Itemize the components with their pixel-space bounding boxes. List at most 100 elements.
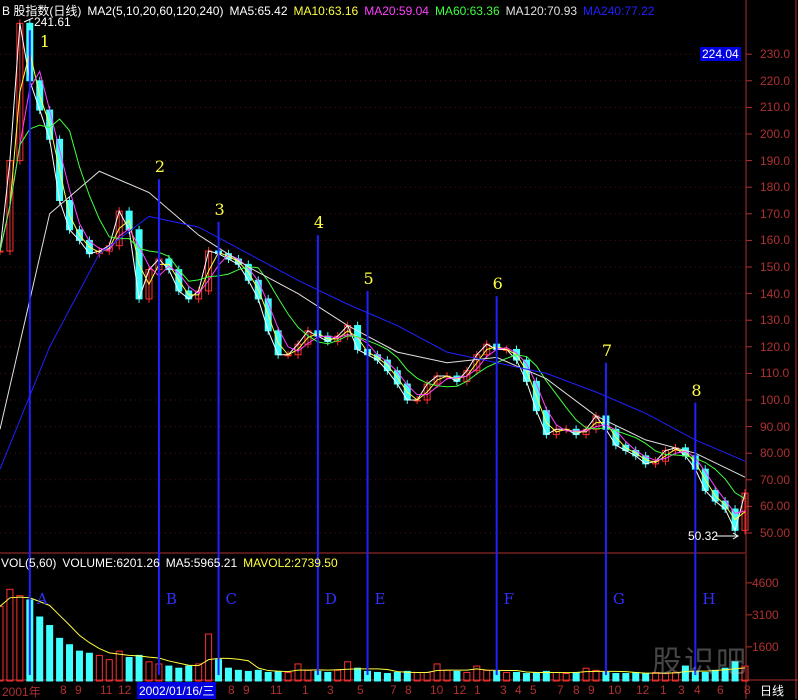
x-tick-label: 8 xyxy=(573,683,580,697)
volume-bar xyxy=(85,652,93,682)
x-tick-label: 10 xyxy=(608,683,622,697)
marker-number: 1 xyxy=(39,32,50,51)
y-tick-label: 90.00 xyxy=(760,419,791,434)
volume-bar xyxy=(373,671,381,682)
volume-bar xyxy=(244,670,252,682)
volume-bar xyxy=(224,667,232,682)
volume-bar xyxy=(284,671,292,682)
x-tick-label: 5 xyxy=(357,683,364,697)
volume-bar xyxy=(403,670,411,682)
x-tick-label: 5 xyxy=(530,683,537,697)
x-tick-label: 9 xyxy=(243,683,250,697)
cursor-date: 2002/01/16/三 xyxy=(137,682,217,699)
volume-bar xyxy=(532,671,540,682)
x-tick-label: 11 xyxy=(100,683,113,697)
marker-letter: D xyxy=(324,590,337,608)
x-tick-label: 6 xyxy=(717,683,724,697)
high-price-label: 241.61 xyxy=(34,15,71,29)
low-price-label: 50.32 xyxy=(688,529,719,543)
volume-bar xyxy=(632,671,640,682)
last-price-tag: 224.04 xyxy=(700,47,741,61)
volume-bar xyxy=(185,665,193,682)
ma5-value: MA5:65.42 xyxy=(229,4,288,18)
volume-bar xyxy=(354,667,362,682)
marker-letter: H xyxy=(702,590,716,608)
vol-ma5-value: MA5:5965.21 xyxy=(165,556,238,570)
volume-bar xyxy=(741,665,749,682)
volume-bar xyxy=(443,669,451,682)
marker-number: 3 xyxy=(214,199,225,219)
volume-bar xyxy=(234,669,242,682)
volume-bar xyxy=(383,673,391,682)
volume-bar xyxy=(36,616,44,682)
volume-bar xyxy=(254,669,262,682)
ma240-value: MA240:77.22 xyxy=(583,4,655,18)
y-tick-label: 230.0 xyxy=(760,47,791,62)
volume-bar xyxy=(522,673,530,682)
price-header: B 股指数(日线) MA2(5,10,20,60,120,240) MA5:65.4… xyxy=(2,2,660,19)
volume-bar xyxy=(393,671,401,682)
volume-bar xyxy=(324,671,332,682)
ma240-line xyxy=(0,215,746,470)
volume-bar xyxy=(75,650,83,682)
volume-bar xyxy=(622,673,630,682)
volume-bar xyxy=(344,661,352,682)
candle xyxy=(0,250,4,253)
x-tick-label: 4 xyxy=(515,683,522,697)
period-button[interactable]: 日线 xyxy=(760,684,785,698)
volume-bar xyxy=(473,665,481,682)
volume-bar xyxy=(582,667,590,682)
y-tick-label: 50.00 xyxy=(760,526,791,540)
volume-bar xyxy=(463,671,471,682)
volume-bar xyxy=(681,665,689,682)
x-tick-label: 9 xyxy=(75,683,82,697)
x-tick-label: 12 xyxy=(453,683,467,697)
ma120-value: MA120:70.93 xyxy=(505,4,578,18)
ma120-line xyxy=(0,170,746,478)
volume-bar xyxy=(175,667,183,682)
x-tick-label: 12 xyxy=(636,683,650,697)
y-tick-label: 120.0 xyxy=(760,339,791,354)
mavol2-value: MAVOL2:2739.50 xyxy=(243,556,338,570)
volume-bar xyxy=(125,657,133,682)
x-tick-label: 3 xyxy=(500,683,507,697)
vol-title: VOL(5,60) xyxy=(1,556,57,570)
volume-bar xyxy=(46,625,54,682)
x-tick-label: 8 xyxy=(60,683,67,697)
y-tick-label: 180.0 xyxy=(760,180,791,195)
volume-bar xyxy=(562,673,570,682)
marker-number: 2 xyxy=(154,157,166,177)
volume-bar xyxy=(652,671,660,682)
x-tick-label: 11 xyxy=(270,683,283,697)
marker-number: 5 xyxy=(363,268,374,288)
volume-bar xyxy=(274,670,282,682)
ma5-line xyxy=(0,23,746,532)
x-tick-label: 9 xyxy=(588,683,595,697)
x-tick-label: 8 xyxy=(228,683,235,697)
marker-letter: F xyxy=(503,590,515,608)
volume-bar xyxy=(294,663,302,682)
y-tick-label: 140.0 xyxy=(760,286,791,301)
y-tick-label: 210.0 xyxy=(760,100,791,115)
low-arrow-head-icon xyxy=(732,532,739,540)
volume-bar xyxy=(16,595,24,682)
ma60-value: MA60:63.36 xyxy=(434,4,500,18)
x-tick-label: 1 xyxy=(302,683,309,697)
volume-bar xyxy=(115,650,123,682)
volume-bar xyxy=(264,671,272,682)
volume-bar xyxy=(731,661,739,682)
volume-bar xyxy=(334,669,342,682)
x-tick-label: 4 xyxy=(694,683,701,697)
volume-bar xyxy=(195,663,203,682)
x-tick-label: 8 xyxy=(744,683,751,697)
volume-bar xyxy=(105,659,113,682)
marker-letter: B xyxy=(165,590,177,608)
volume-bar xyxy=(304,669,312,682)
volume-bar xyxy=(135,654,143,682)
x-tick-label: 10 xyxy=(430,683,444,697)
volume-bar xyxy=(205,633,213,682)
volume-bar xyxy=(612,673,620,682)
marker-number: 8 xyxy=(691,380,702,400)
ma20-line xyxy=(0,70,746,515)
